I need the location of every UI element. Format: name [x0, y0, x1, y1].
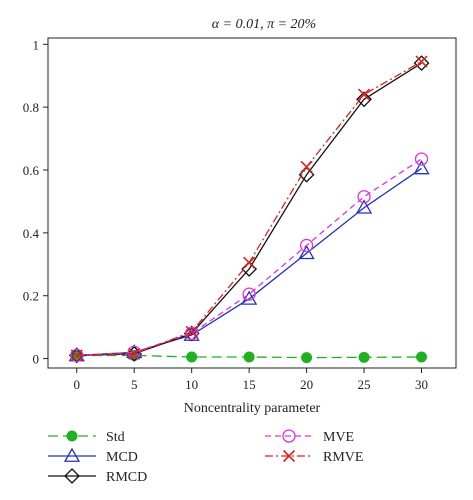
- point-rmcd: [68, 347, 85, 364]
- y-tick-label: 0.2: [23, 289, 39, 304]
- x-tick-label: 0: [73, 377, 80, 392]
- legend-label: MVE: [323, 430, 354, 445]
- point-rmve: [128, 347, 141, 360]
- point-rmcd: [126, 345, 143, 362]
- point-mve: [127, 345, 141, 359]
- legend-label: Std: [106, 430, 125, 445]
- point-mve: [185, 326, 199, 341]
- point-rmcd: [413, 55, 430, 72]
- point-mcd: [298, 244, 315, 260]
- point-mve: [299, 238, 314, 253]
- legend-item-mcd: MCD: [48, 447, 138, 465]
- plot-frame: [47, 37, 457, 369]
- x-tick-label: 20: [300, 377, 313, 392]
- y-tick-label: 0.4: [23, 226, 40, 241]
- point-mve: [357, 190, 371, 204]
- series-line-rmcd: [76, 62, 422, 357]
- point-std: [186, 351, 198, 363]
- series-rmcd: [68, 55, 430, 364]
- point-rmcd: [356, 91, 372, 108]
- x-axis-label: Noncentrality parameter: [184, 401, 321, 416]
- series-mve: [70, 152, 429, 363]
- point-mcd: [355, 199, 373, 214]
- point-mve: [414, 152, 429, 166]
- series-mcd: [68, 160, 430, 362]
- legend-marker-rmve: [282, 449, 296, 463]
- legend-marker-mcd: [63, 447, 81, 462]
- point-rmcd: [183, 325, 200, 342]
- legend-item-rmcd: RMCD: [48, 468, 147, 485]
- series-line-mcd: [76, 167, 422, 357]
- legend-item-std: Std: [48, 430, 125, 445]
- series-line-mve: [76, 158, 422, 357]
- legend-item-rmve: RMVE: [265, 449, 363, 465]
- series-line-rmve: [76, 61, 422, 357]
- y-tick-label: 0.6: [23, 163, 40, 178]
- legend-marker-rmcd: [64, 468, 80, 484]
- y-tick-label: 0.8: [23, 100, 39, 115]
- legend-item-mve: MVE: [265, 429, 354, 445]
- y-axis: 0 0.2 0.4 0.6 0.8 1: [23, 37, 48, 367]
- point-std: [243, 351, 255, 363]
- legend-label: RMCD: [106, 470, 147, 485]
- point-std: [416, 351, 428, 363]
- x-tick-label: 25: [358, 377, 371, 392]
- point-std: [358, 351, 370, 363]
- point-mve: [242, 287, 256, 301]
- x-tick-label: 15: [243, 377, 256, 392]
- y-tick-label: 0: [33, 352, 40, 367]
- x-tick-label: 30: [415, 377, 428, 392]
- point-rmve: [415, 55, 428, 68]
- legend-label: RMVE: [323, 450, 363, 465]
- point-mcd: [241, 290, 258, 305]
- y-tick-label: 1: [33, 37, 40, 52]
- point-rmve: [300, 160, 313, 173]
- point-rmve: [357, 88, 371, 101]
- series-layer: [68, 55, 430, 364]
- series-rmve: [70, 55, 428, 362]
- point-rmve: [185, 325, 198, 338]
- point-mcd: [413, 160, 430, 175]
- chart-title: α = 0.01, π = 20%: [212, 17, 316, 32]
- legend-marker-mve: [282, 429, 296, 443]
- legend: Std MCD RMCD MVE RMVE: [48, 429, 363, 485]
- legend-marker-std: [66, 430, 78, 442]
- point-std: [301, 352, 313, 364]
- point-mcd: [68, 347, 85, 362]
- x-axis: 0 5 10 15 20 25 30: [73, 368, 428, 392]
- legend-label: MCD: [106, 450, 138, 465]
- x-tick-label: 10: [185, 377, 198, 392]
- point-rmve: [243, 256, 256, 269]
- x-tick-label: 5: [131, 377, 138, 392]
- point-rmve: [70, 349, 83, 362]
